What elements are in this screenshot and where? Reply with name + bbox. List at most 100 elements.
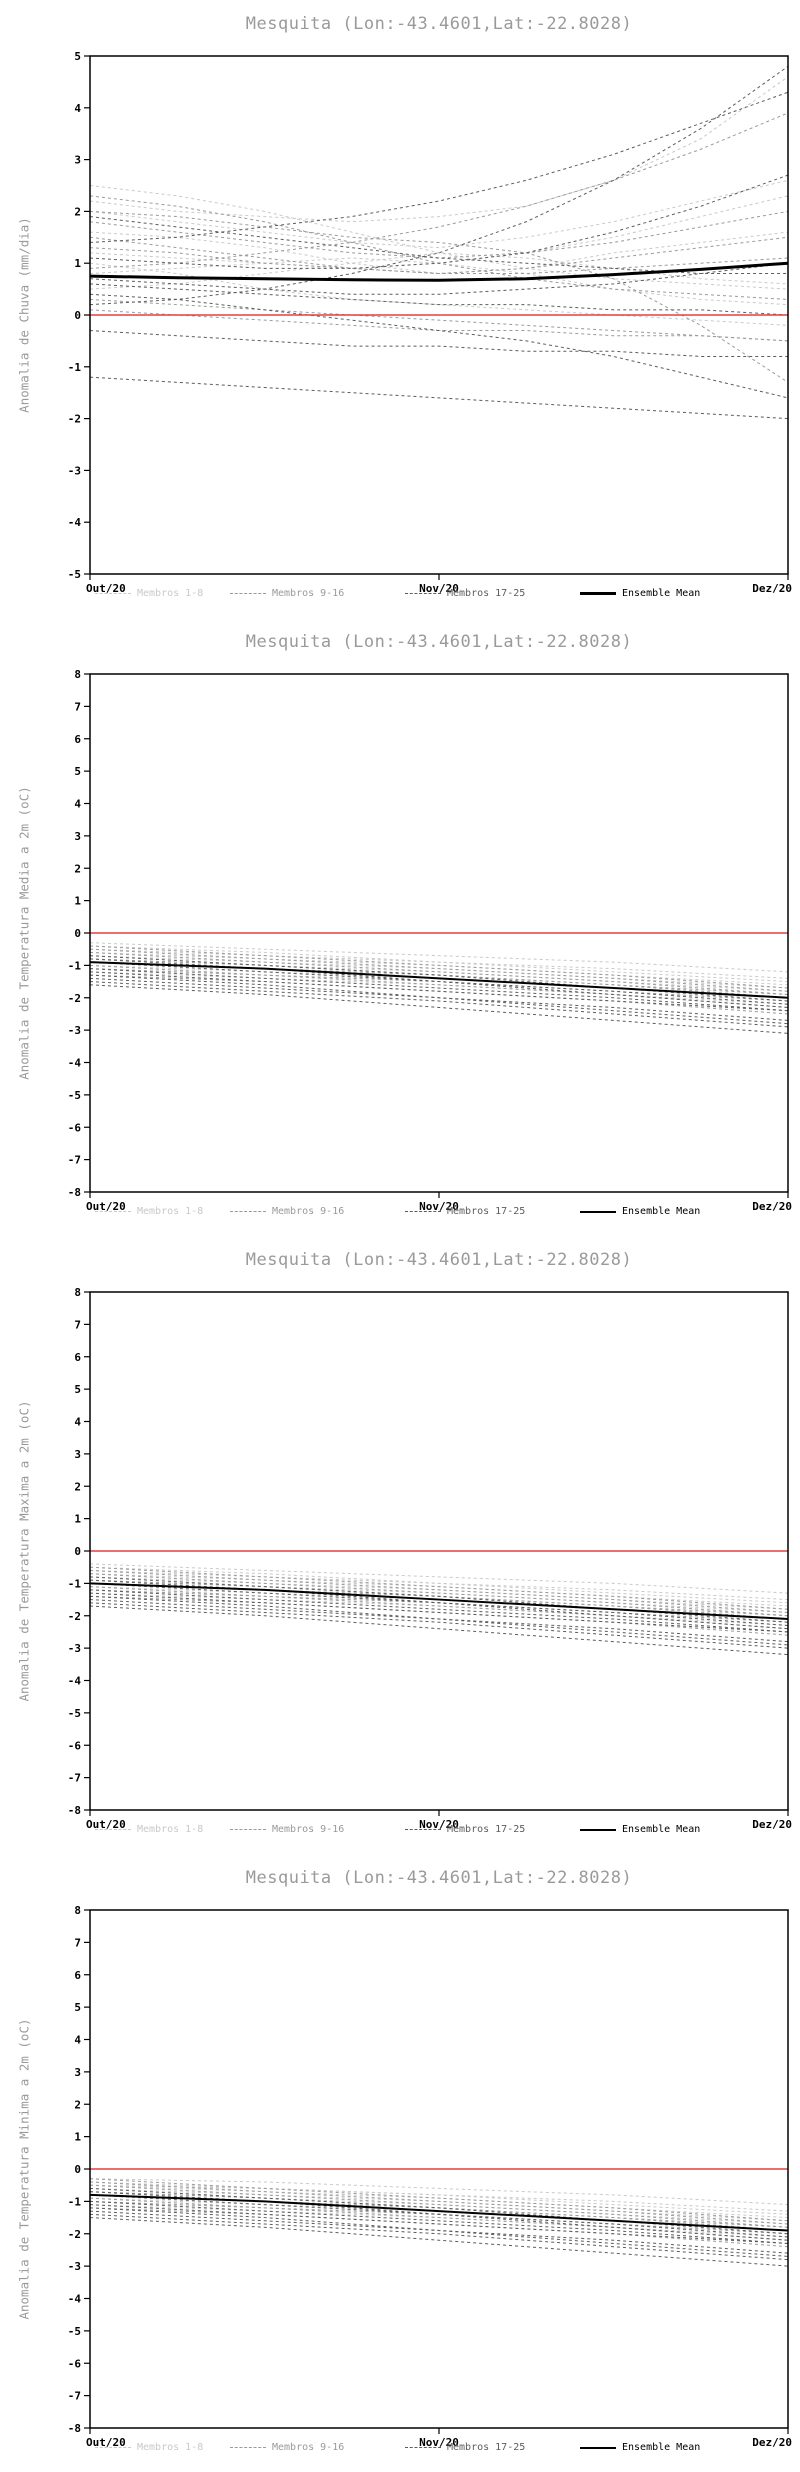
member-line (89, 984, 789, 1034)
svg-text:2: 2 (74, 2098, 81, 2111)
plot-border (89, 55, 789, 575)
member-line (89, 262, 789, 326)
legend-item-members-9-16: Membros 9-16 (230, 588, 344, 599)
legend-label: Ensemble Mean (622, 1824, 701, 1835)
dashed-line-sample-icon (95, 593, 131, 594)
min-temperature-anomaly-chart: Mesquita (Lon:-43.4601,Lat:-22.8028) Ano… (0, 1854, 800, 2472)
solid-line-sample-icon (580, 2446, 616, 2449)
legend-label: Membros 9-16 (272, 1824, 345, 1835)
svg-text:Nov/20: Nov/20 (419, 2436, 459, 2449)
legend: Membros 1-8 Membros 9-16 Membros 17-25 E… (90, 1824, 788, 1842)
ensemble-mean-line (89, 261, 789, 282)
svg-text:8: 8 (74, 1286, 81, 1299)
legend-item-members-9-16: Membros 9-16 (230, 1824, 344, 1835)
dashed-line-sample-icon (230, 1829, 266, 1830)
solid-line-sample-icon (580, 1828, 616, 1831)
svg-text:7: 7 (74, 700, 81, 713)
svg-text:1: 1 (74, 257, 81, 270)
member-line (89, 252, 789, 290)
legend-item-members-9-16: Membros 9-16 (230, 1206, 344, 1217)
svg-text:-3: -3 (68, 1024, 81, 1037)
svg-text:2: 2 (74, 205, 81, 218)
legend-label: Ensemble Mean (622, 2442, 701, 2453)
member-line (89, 76, 789, 223)
dashed-line-sample-icon (405, 2447, 441, 2448)
plot-border (89, 1909, 789, 2429)
svg-text:-4: -4 (68, 1057, 82, 1070)
member-line (89, 293, 789, 399)
svg-text:-7: -7 (68, 2390, 81, 2403)
svg-text:Dez/20: Dez/20 (752, 1818, 792, 1831)
plot-area: -8 -7 -6 -5 -4 -3 -2 -1 0 1 2 3 4 5 6 7 8 Out/20 Nov/20 Dez… (68, 1904, 792, 2449)
svg-text:6: 6 (74, 1969, 81, 1982)
member-line (89, 1566, 789, 1601)
legend-item-members-17-25: Membros 17-25 (405, 1206, 525, 1217)
svg-text:-6: -6 (68, 1121, 82, 1134)
dashed-line-sample-icon (95, 2447, 131, 2448)
y-axis: -8 -7 -6 -5 -4 -3 -2 -1 0 1 2 3 4 5 6 7 8 (68, 1904, 90, 2435)
member-line (89, 283, 789, 316)
member-line (89, 2184, 789, 2228)
svg-text:7: 7 (74, 1318, 81, 1331)
member-lines (89, 65, 789, 420)
chart-title: Mesquita (Lon:-43.4601,Lat:-22.8028) (245, 14, 633, 34)
plot-border (89, 1291, 789, 1811)
legend-label: Membros 1-8 (137, 1824, 204, 1835)
svg-text:7: 7 (74, 1936, 81, 1949)
svg-text:-5: -5 (68, 2325, 81, 2338)
svg-text:4: 4 (74, 2034, 81, 2047)
member-line (89, 945, 789, 989)
precipitation-anomaly-chart: Mesquita (Lon:-43.4601,Lat:-22.8028) Ano… (0, 0, 800, 618)
member-line (89, 2181, 789, 2212)
svg-text:Dez/20: Dez/20 (752, 582, 792, 595)
legend-item-members-17-25: Membros 17-25 (405, 2442, 525, 2453)
svg-text:1: 1 (74, 1513, 81, 1526)
member-line (89, 981, 789, 1028)
member-line (89, 1595, 789, 1646)
x-axis: Out/20 Nov/20 Dez/20 (86, 1192, 792, 1213)
svg-text:0: 0 (74, 1545, 81, 1558)
member-line (89, 1569, 789, 1614)
member-line (89, 1566, 789, 1610)
svg-text:-1: -1 (68, 361, 82, 374)
ensemble-mean-line (89, 961, 789, 999)
svg-text:Nov/20: Nov/20 (419, 1200, 459, 1213)
member-line (89, 2207, 789, 2257)
member-line (89, 298, 789, 342)
chart-title: Mesquita (Lon:-43.4601,Lat:-22.8028) (245, 1250, 633, 1270)
member-line (89, 2181, 789, 2225)
svg-text:-2: -2 (68, 992, 81, 1005)
svg-text:-5: -5 (68, 1089, 81, 1102)
svg-text:4: 4 (74, 102, 81, 115)
dashed-line-sample-icon (230, 1211, 266, 1212)
dashed-line-sample-icon (405, 1829, 441, 1830)
member-line (89, 330, 788, 357)
legend-label: Ensemble Mean (622, 588, 701, 599)
legend: Membros 1-8 Membros 9-16 Membros 17-25 E… (90, 2442, 788, 2460)
member-line (89, 2217, 789, 2267)
y-axis: -5 -4 -3 -2 -1 0 1 2 3 4 5 (68, 50, 90, 581)
legend-item-members-9-16: Membros 9-16 (230, 2442, 344, 2453)
svg-text:1: 1 (74, 895, 81, 908)
member-line (89, 231, 789, 275)
svg-text:0: 0 (74, 927, 81, 940)
svg-text:5: 5 (74, 1383, 81, 1396)
svg-text:-3: -3 (68, 464, 81, 477)
svg-text:Out/20: Out/20 (86, 582, 126, 595)
svg-text:Out/20: Out/20 (86, 2436, 126, 2449)
svg-text:6: 6 (74, 1351, 81, 1364)
member-line (89, 247, 789, 275)
svg-text:Dez/20: Dez/20 (752, 1200, 792, 1213)
svg-text:2: 2 (74, 862, 81, 875)
svg-text:3: 3 (74, 1448, 81, 1461)
member-lines (89, 1563, 789, 1656)
svg-text:-7: -7 (68, 1154, 81, 1167)
member-line (89, 942, 789, 973)
legend-item-ensemble-mean: Ensemble Mean (580, 2442, 700, 2453)
x-axis: Out/20 Nov/20 Dez/20 (86, 574, 792, 595)
plot-area: -5 -4 -3 -2 -1 0 1 2 3 4 5 Out/20 Nov/20 Dez/20 (68, 50, 792, 595)
svg-text:-7: -7 (68, 1772, 81, 1785)
svg-text:5: 5 (74, 765, 81, 778)
member-line (89, 1573, 789, 1617)
member-line (89, 210, 789, 259)
